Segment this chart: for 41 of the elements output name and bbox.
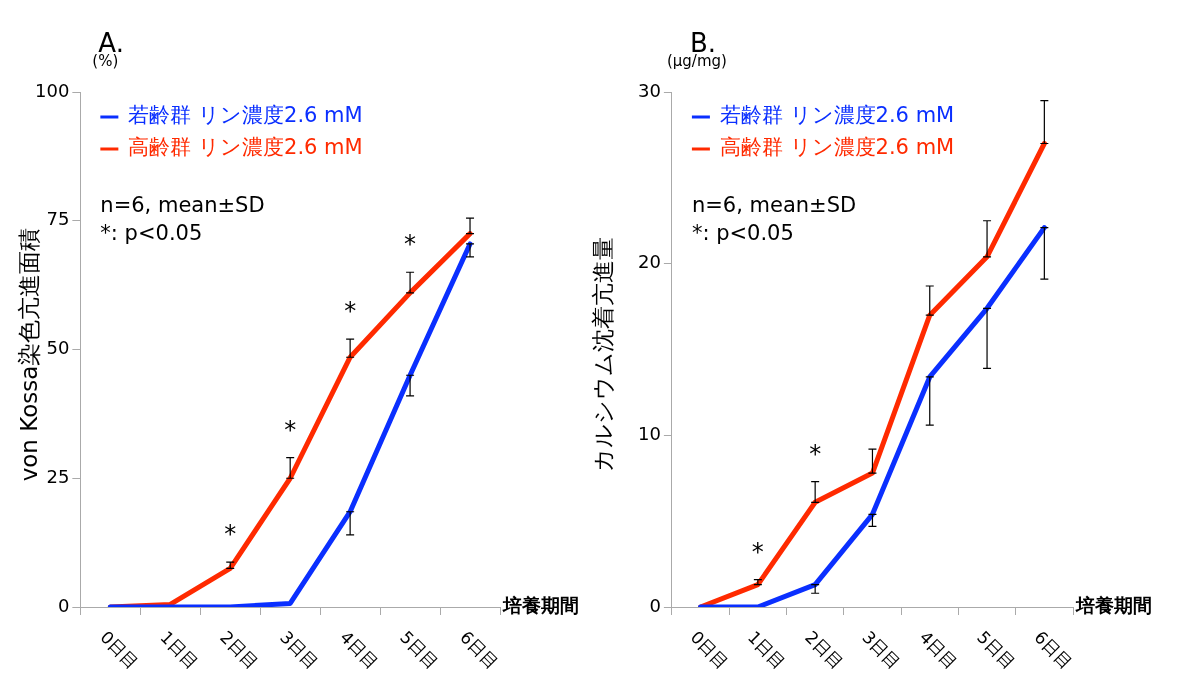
annotation: *: p<0.05 [100,221,203,246]
y-tick-label: 0 [649,594,661,616]
x-tick-label: 3日目 [276,626,323,673]
x-tick-label: 1日目 [156,626,203,673]
y-axis-title: カルシウム沈着亢進量 [589,237,616,472]
y-tick-label: 20 [638,251,661,273]
annotation: * [344,297,357,326]
y-tick-label: 25 [46,465,70,487]
x-axis-title: 培養期間 [502,593,579,616]
x-tick-label: 2日目 [801,626,848,673]
legend-label: 高齢群 リン濃度2.6 mM [128,135,363,160]
legend-label: 若齢群 リン濃度2.6 mM [128,103,363,128]
x-tick-label: 1日目 [743,626,790,673]
x-tick-label: 4日目 [336,626,383,673]
x-tick-label: 0日目 [686,626,733,673]
legend-label: 若齢群 リン濃度2.6 mM [719,103,955,128]
y-tick-label: 30 [638,79,661,101]
annotation: * [284,415,297,444]
annotation: * [751,537,764,566]
x-tick-label: 3日目 [858,626,905,673]
x-tick-label: 4日目 [915,626,962,673]
y-tick-label: 75 [46,208,70,230]
annotation: n=6, mean±SD [691,193,857,218]
x-tick-label: 5日目 [396,626,442,673]
y-tick-label: 0 [57,594,70,616]
legend-label: 高齢群 リン濃度2.6 mM [719,135,955,160]
annotation: *: p<0.05 [691,221,794,246]
x-tick-label: 6日目 [456,626,502,673]
y-tick-label: 50 [46,337,70,359]
y-axis-title: von Kossa染色亢進面積 [16,227,43,482]
x-tick-label: 5日目 [973,626,1019,673]
annotation: * [224,520,237,549]
annotation: * [404,230,417,259]
annotation: * [809,439,822,468]
x-tick-label: 2日目 [216,626,263,673]
x-tick-label: 0日目 [96,626,143,673]
y-tick-label: 10 [638,423,661,445]
y-tick-label: 100 [35,79,70,101]
x-axis-title: 培養期間 [1075,593,1152,616]
x-tick-label: 6日目 [1030,626,1077,673]
annotation: n=6, mean±SD [100,193,265,218]
